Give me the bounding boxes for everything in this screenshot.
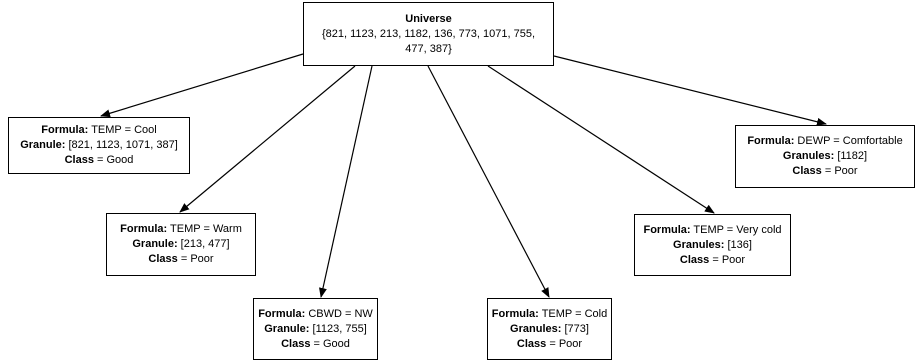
class-value: = Good	[93, 154, 134, 166]
granule-value: [821, 1123, 1071, 387]	[65, 139, 178, 151]
formula-key: Formula:	[643, 223, 691, 236]
granule-node-dewp-comfortable: Formula: DEWP = Comfortable Granules: [1…	[735, 125, 915, 188]
granule-key: Granule:	[264, 322, 310, 335]
class-line: Class = Poor	[148, 252, 213, 267]
granule-key: Granules:	[782, 150, 835, 162]
class-value: = Poor	[177, 253, 214, 265]
granule-line: Granules: [773]	[510, 322, 589, 337]
formula-line: Formula: DEWP = Comfortable	[747, 134, 902, 149]
formula-value: TEMP = Cool	[88, 124, 157, 136]
granule-line: Granule: [213, 477]	[132, 237, 229, 252]
class-line: Class = Poor	[517, 337, 582, 352]
formula-line: Formula: TEMP = Cold	[492, 307, 607, 322]
class-value: = Poor	[546, 337, 583, 350]
formula-key: Formula:	[747, 135, 795, 147]
universe-set-line-1: {821, 1123, 213, 1182, 136, 773, 1071, 7…	[321, 27, 536, 40]
granule-line: Granules: [136]	[673, 238, 752, 253]
class-key: Class	[281, 337, 311, 350]
universe-title: Universe	[405, 12, 452, 25]
formula-value: TEMP = Warm	[167, 223, 242, 235]
granule-key: Granules:	[510, 322, 562, 335]
formula-key: Formula:	[41, 124, 89, 136]
class-key: Class	[148, 253, 178, 265]
edge-universe-to-temp-very-cold	[487, 65, 715, 214]
granule-line: Granules: [1182]	[783, 149, 867, 164]
class-line: Class = Good	[281, 337, 350, 352]
class-line: Class = Good	[65, 153, 134, 168]
edge-universe-to-dewp-comfortable	[553, 55, 827, 126]
class-value: = Good	[310, 337, 350, 350]
class-key: Class	[792, 165, 822, 177]
granule-value: [1182]	[834, 150, 868, 162]
granule-key: Granule:	[132, 238, 178, 250]
universe-set-line-2: 477, 387}	[405, 42, 452, 55]
formula-value: TEMP = Cold	[538, 307, 608, 320]
formula-key: Formula:	[491, 307, 539, 320]
formula-key: Formula:	[120, 223, 168, 235]
granule-node-temp-very-cold: Formula: TEMP = Very cold Granules: [136…	[634, 214, 791, 276]
granule-line: Granule: [1123, 755]	[264, 322, 367, 337]
edge-universe-to-cbwd-nw	[319, 65, 373, 298]
granule-value: [213, 477]	[177, 238, 230, 250]
class-value: = Poor	[709, 253, 746, 266]
formula-line: Formula: TEMP = Very cold	[643, 223, 781, 238]
universe-node: Universe {821, 1123, 213, 1182, 136, 773…	[303, 2, 554, 66]
granule-node-cbwd-nw: Formula: CBWD = NW Granule: [1123, 755] …	[253, 298, 378, 360]
formula-line: Formula: CBWD = NW	[258, 307, 373, 322]
granule-node-temp-warm: Formula: TEMP = Warm Granule: [213, 477]…	[106, 213, 256, 276]
formula-value: TEMP = Very cold	[690, 223, 782, 236]
formula-key: Formula:	[258, 307, 306, 320]
class-key: Class	[679, 253, 710, 266]
granule-key: Granule:	[20, 139, 66, 151]
granule-value: [136]	[724, 238, 752, 251]
formula-line: Formula: TEMP = Cool	[41, 123, 156, 138]
granule-key: Granules:	[673, 238, 725, 251]
formula-line: Formula: TEMP = Warm	[120, 222, 242, 237]
granule-value: [1123, 755]	[309, 322, 367, 335]
formula-value: DEWP = Comfortable	[794, 135, 903, 147]
edge-universe-to-temp-warm	[179, 65, 356, 213]
class-line: Class = Poor	[792, 164, 857, 179]
class-key: Class	[64, 154, 94, 166]
edge-universe-to-temp-cool	[100, 53, 304, 118]
granule-node-temp-cold: Formula: TEMP = Cold Granules: [773] Cla…	[487, 298, 612, 360]
class-key: Class	[516, 337, 547, 350]
class-line: Class = Poor	[680, 253, 745, 268]
class-value: = Poor	[821, 165, 858, 177]
edge-universe-to-temp-cold	[427, 65, 550, 298]
granule-value: [773]	[561, 322, 589, 335]
formula-value: CBWD = NW	[305, 307, 373, 320]
granule-line: Granule: [821, 1123, 1071, 387]	[20, 138, 178, 153]
granule-node-temp-cool: Formula: TEMP = Cool Granule: [821, 1123…	[8, 117, 190, 174]
